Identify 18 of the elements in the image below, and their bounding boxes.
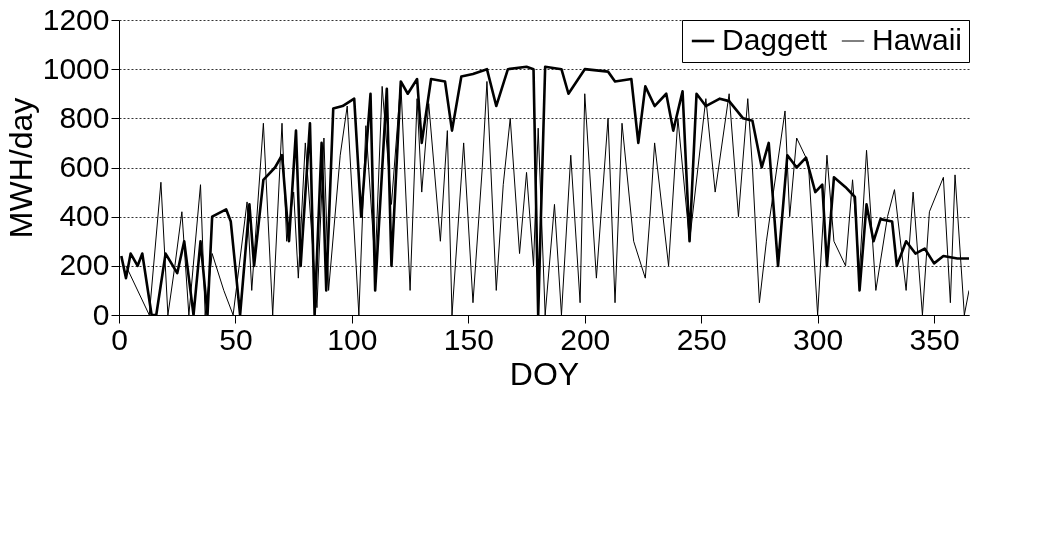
y-tick-label: 0 (92, 297, 110, 331)
x-tick-label: 250 (676, 322, 727, 356)
y-tick-label: 200 (59, 248, 110, 282)
x-tick-label: 50 (219, 322, 253, 356)
y-tick-label: 800 (59, 100, 110, 134)
x-tick-label: 300 (793, 322, 844, 356)
x-tick-label: 350 (909, 322, 960, 356)
y-axis-title: MWH/day (2, 97, 39, 239)
x-tick-label: 100 (327, 322, 378, 356)
y-tick-label: 600 (59, 150, 110, 183)
y-tick-label: 1200 (42, 2, 110, 36)
legend-label: Hawaii (872, 23, 963, 56)
x-axis-title: DOY (509, 355, 580, 392)
y-tick-label: 400 (59, 199, 110, 233)
x-tick-label: 200 (560, 322, 611, 356)
y-tick-label: 1000 (42, 51, 110, 85)
x-tick-label: 150 (443, 322, 494, 356)
legend-label: Daggett (722, 23, 828, 56)
